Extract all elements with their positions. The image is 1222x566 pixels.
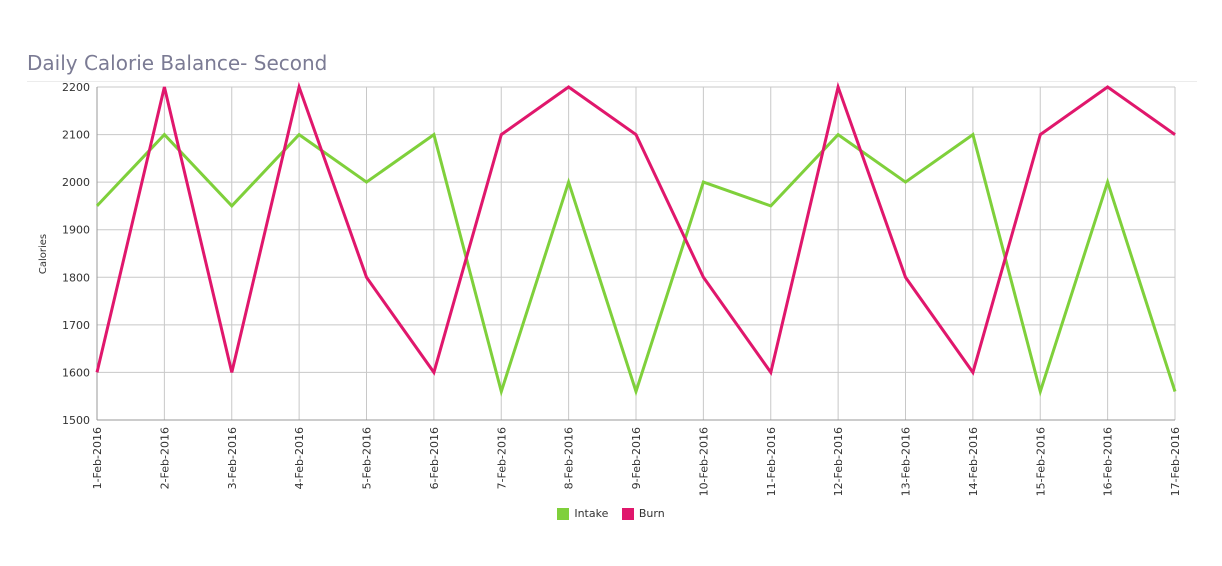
y-axis-ticks: 1500 1600 1700 1800 1900 2000 2100 2200 (62, 81, 90, 427)
y-tick-label: 2000 (62, 176, 90, 189)
legend: Intake Burn (0, 507, 1222, 523)
legend-item-burn[interactable]: Burn (621, 507, 665, 520)
chart-title: Daily Calorie Balance- Second (27, 51, 328, 75)
x-tick-label: 17-Feb-2016 (1169, 427, 1182, 496)
x-tick-label: 2-Feb-2016 (158, 427, 171, 489)
x-tick-label: 16-Feb-2016 (1102, 427, 1115, 496)
x-axis-ticks: 1-Feb-2016 2-Feb-2016 3-Feb-2016 4-Feb-2016… (91, 427, 1182, 496)
y-tick-label: 1700 (62, 319, 90, 332)
legend-swatch-burn (621, 507, 634, 520)
grid-lines (96, 86, 1176, 421)
x-tick-label: 12-Feb-2016 (832, 427, 845, 496)
x-tick-label: 3-Feb-2016 (226, 427, 239, 489)
x-tick-label: 5-Feb-2016 (361, 427, 374, 489)
y-tick-label: 1900 (62, 224, 90, 237)
legend-swatch-intake (557, 507, 570, 520)
series-lines (95, 81, 1177, 397)
y-axis-label: Calories (38, 234, 49, 274)
x-tick-label: 4-Feb-2016 (293, 427, 306, 489)
x-tick-label: 1-Feb-2016 (91, 427, 104, 489)
x-tick-label: 11-Feb-2016 (765, 427, 778, 496)
x-tick-label: 8-Feb-2016 (563, 427, 576, 489)
x-tick-label: 10-Feb-2016 (697, 427, 710, 496)
legend-label-burn: Burn (638, 507, 665, 520)
legend-label-intake: Intake (574, 507, 609, 520)
y-tick-label: 2100 (62, 129, 90, 142)
series-line-intake (95, 132, 1177, 397)
legend-item-intake[interactable]: Intake (557, 507, 608, 520)
series-line-burn (95, 81, 1176, 376)
x-tick-label: 15-Feb-2016 (1034, 427, 1047, 496)
x-tick-label: 13-Feb-2016 (900, 427, 913, 496)
x-tick-label: 7-Feb-2016 (495, 427, 508, 489)
y-tick-label: 1800 (62, 271, 90, 284)
x-tick-label: 14-Feb-2016 (967, 427, 980, 496)
y-tick-label: 1500 (62, 414, 90, 427)
x-tick-label: 6-Feb-2016 (428, 427, 441, 489)
y-tick-label: 2200 (62, 81, 90, 94)
title-divider (27, 81, 1197, 82)
y-tick-label: 1600 (62, 366, 90, 379)
x-tick-label: 9-Feb-2016 (630, 427, 643, 489)
